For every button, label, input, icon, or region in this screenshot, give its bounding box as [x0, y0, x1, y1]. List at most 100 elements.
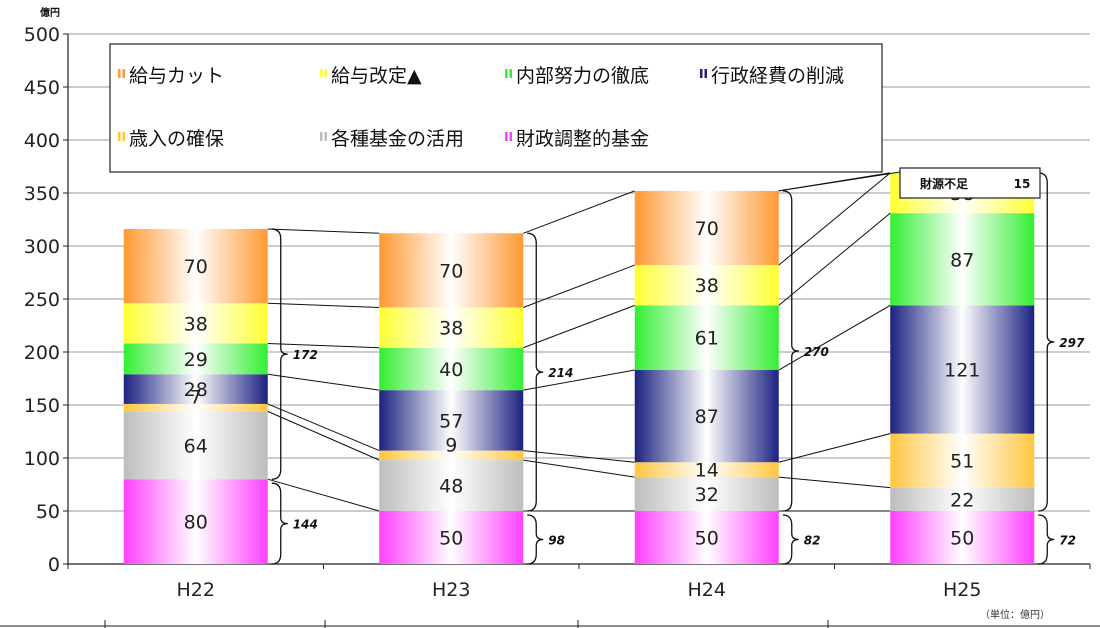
connector-lines — [267, 172, 891, 512]
connector-line — [778, 172, 891, 266]
x-tick-label: H22 — [177, 579, 215, 601]
legend-swatch — [704, 69, 707, 78]
y-axis-unit: 億円 — [40, 6, 60, 19]
data-label: 48 — [439, 476, 463, 498]
data-label: 70 — [439, 260, 463, 282]
legend-box — [109, 43, 883, 173]
y-axis-ticks: 0 50 100 150 200 250 300 350 400 450 500 — [24, 24, 60, 576]
brace — [1038, 172, 1055, 512]
bar-segment — [634, 305, 779, 371]
bar-segment — [634, 511, 779, 564]
data-label: 7 — [190, 387, 202, 409]
legend-label: 給与改定▲ — [331, 65, 422, 87]
connector-line — [523, 459, 635, 478]
connector-line — [267, 343, 380, 349]
data-label: 32 — [695, 484, 719, 506]
brace-label: 297 — [1059, 336, 1085, 350]
brace-label: 270 — [804, 345, 829, 359]
legend-swatch — [324, 132, 327, 141]
x-tick-label: H23 — [432, 579, 470, 601]
connector-line — [267, 478, 380, 512]
brace-label: 72 — [1059, 534, 1076, 548]
bar-segment — [379, 307, 524, 348]
brace — [271, 482, 288, 565]
brace-label: 214 — [548, 366, 573, 380]
data-label: 57 — [439, 410, 463, 432]
unit-note: （単位：億円） — [980, 608, 1050, 621]
legend-label: 内部努力の徹底 — [516, 65, 649, 87]
legend-swatch — [320, 69, 323, 78]
y-tick-label: 200 — [24, 342, 60, 364]
x-axis-ticks: H22 H23 H24 H25 — [177, 579, 982, 601]
legend-swatch — [122, 132, 125, 141]
x-tick-label: H24 — [688, 579, 726, 601]
shortage-box — [899, 167, 1041, 199]
data-label: 40 — [439, 359, 463, 381]
connector-line — [778, 476, 891, 489]
data-label: 38 — [184, 313, 208, 335]
legend-swatch — [122, 69, 125, 78]
bar-segment — [379, 233, 524, 308]
x-tick-label: H25 — [943, 579, 981, 601]
data-label: 64 — [184, 435, 208, 457]
connector-line — [778, 212, 891, 306]
y-tick-label: 100 — [24, 448, 60, 470]
connector-line — [523, 369, 635, 391]
connector-line — [523, 190, 635, 234]
connector-line — [778, 433, 891, 463]
legend-swatch — [118, 132, 121, 141]
bar-segment — [379, 390, 524, 451]
bars — [123, 172, 1035, 564]
legend-swatch — [509, 69, 512, 78]
data-label: 9 — [445, 434, 457, 456]
legend-swatch — [320, 132, 323, 141]
y-tick-label: 0 — [48, 554, 60, 576]
bar-segment — [379, 450, 524, 461]
bar-segment — [123, 343, 268, 375]
connector-line — [523, 304, 635, 349]
legend-label: 各種基金の活用 — [331, 128, 464, 150]
bar-segment — [123, 374, 268, 404]
shortage-pointer — [778, 171, 901, 192]
data-label: 29 — [184, 349, 208, 371]
connector-line — [267, 410, 380, 461]
bottom-table-row — [0, 620, 1100, 628]
connector-line — [523, 450, 635, 463]
bar-segment — [634, 265, 779, 306]
brace — [527, 514, 544, 565]
bar-segment — [379, 511, 524, 564]
y-tick-label: 450 — [24, 77, 60, 99]
y-tick-label: 350 — [24, 183, 60, 205]
connector-line — [778, 304, 891, 371]
braces: 172 144 214 98 270 82 297 72 — [271, 172, 1085, 565]
brace-label: 144 — [293, 518, 318, 532]
bar-segment — [123, 403, 268, 412]
data-label: 50 — [695, 528, 719, 550]
brace-label: 172 — [293, 348, 318, 362]
brace — [271, 228, 288, 480]
bar-segment — [890, 305, 1035, 434]
shortage-value: 15 — [1014, 177, 1031, 191]
brace-label: 82 — [804, 534, 821, 548]
data-label: 22 — [950, 489, 974, 511]
data-label: 70 — [184, 256, 208, 278]
connector-line — [267, 373, 380, 391]
data-label: 50 — [439, 528, 463, 550]
legend-label: 給与カット — [129, 65, 224, 87]
bar-segment — [379, 460, 524, 511]
y-tick-label: 400 — [24, 130, 60, 152]
y-tick-label: 50 — [36, 501, 60, 523]
legend-swatch — [700, 69, 703, 78]
brace — [782, 514, 799, 565]
bar-segment — [123, 479, 268, 564]
data-label: 14 — [695, 460, 719, 482]
y-tick-label: 500 — [24, 24, 60, 46]
brace-label: 98 — [548, 534, 565, 548]
legend-label: 歳入の確保 — [129, 128, 224, 150]
legend-label: 財政調整的基金 — [516, 128, 649, 150]
data-label: 80 — [184, 512, 208, 534]
bar-segment — [890, 487, 1035, 511]
